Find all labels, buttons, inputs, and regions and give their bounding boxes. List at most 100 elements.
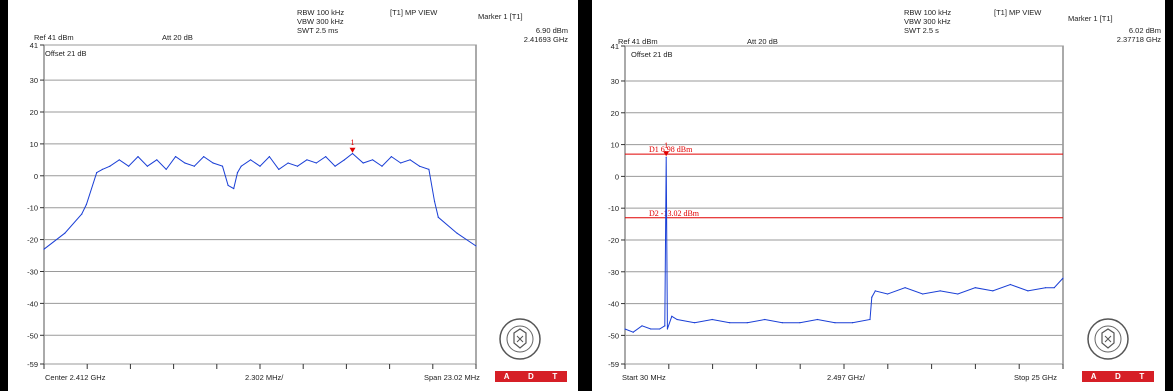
trace-point	[259, 165, 261, 167]
trace-point	[268, 156, 270, 158]
trace-point	[1027, 290, 1029, 292]
y-tick-label: 41	[611, 42, 619, 51]
attenuation-label: Att 20 dB	[162, 33, 193, 42]
trace-point	[278, 168, 280, 171]
trace-point	[799, 322, 801, 324]
trace-point	[343, 159, 346, 161]
plot-frame	[624, 45, 1064, 365]
y-tick-label: 30	[30, 76, 38, 85]
trace-point	[1009, 283, 1011, 286]
trace-point	[939, 290, 941, 292]
center-frequency-label: Center 2.412 GHz	[45, 373, 106, 382]
trace-point	[400, 162, 402, 164]
trace-point	[227, 184, 229, 186]
trace-point	[64, 232, 66, 234]
y-tick-label: -50	[608, 331, 619, 340]
trace-point	[624, 328, 626, 330]
right-spectrum-panel: RBW 100 kHz VBW 300 kHz SWT 2.5 s [T1] M…	[592, 0, 1165, 391]
adt-logo: A D T	[1082, 371, 1154, 382]
trace-point	[371, 159, 374, 161]
y-tick-label: -59	[608, 360, 619, 369]
marker-number: 1	[351, 138, 355, 147]
adt-letter-d: D	[1115, 372, 1122, 381]
right-spectrum-chart: 41 30 20 10 0 -10 -20 -30 -40 -50 -59 D1 6.98 dBm D2…	[608, 42, 1064, 369]
trace-point	[381, 165, 383, 167]
left-spectrum-chart: 41 30 20 10 0 -10 -20 -30 -40 -50 -59 1	[27, 41, 477, 369]
trace-point	[236, 172, 239, 174]
trace-point	[96, 172, 98, 174]
bureau-veritas-seal	[498, 317, 542, 361]
trace-point	[1044, 287, 1047, 289]
y-tick-label: 30	[611, 77, 619, 86]
trace-point	[184, 162, 186, 164]
trace-point	[85, 203, 88, 206]
attenuation-label: Att 20 dB	[747, 37, 778, 46]
trace-point	[433, 200, 436, 202]
marker-number: 1	[664, 141, 668, 150]
spectrum-trace	[624, 157, 1064, 333]
trace-point	[475, 245, 477, 247]
trace-point	[315, 162, 317, 164]
y-tick-label: 10	[611, 141, 619, 150]
trace-point	[296, 165, 299, 167]
trace-point	[250, 159, 252, 161]
trace-point	[641, 325, 643, 327]
trace-point	[764, 318, 766, 321]
trace-point	[428, 168, 430, 171]
y-tick-label: 0	[34, 172, 38, 181]
y-tick-label: -40	[608, 300, 619, 309]
marker-frequency: 2.37718 GHz	[1116, 35, 1161, 44]
trace-point	[165, 168, 167, 171]
marker-title: Marker 1 [T1]	[478, 12, 523, 21]
trace-point	[992, 290, 994, 292]
division-label: 2.497 GHz/	[827, 373, 865, 382]
y-tick-label: -50	[27, 331, 38, 340]
adt-letter-t: T	[552, 372, 559, 381]
trace-point	[325, 156, 327, 158]
trace-point	[137, 156, 139, 158]
marker-title: Marker 1 [T1]	[1068, 14, 1113, 23]
swt-label: SWT 2.5 ms	[297, 26, 339, 35]
trace-point	[851, 322, 854, 324]
rbw-label: RBW 100 kHz	[904, 8, 952, 17]
rbw-label: RBW 100 kHz	[297, 8, 345, 17]
trace-point	[632, 331, 634, 333]
trace-point	[729, 322, 731, 324]
view-label: [T1] MP VIEW	[390, 8, 438, 17]
trace-point	[351, 152, 354, 155]
vbw-label: VBW 300 kHz	[297, 17, 344, 26]
adt-letter-a: A	[503, 372, 511, 381]
trace-point	[212, 162, 214, 164]
y-tick-label: -59	[27, 360, 38, 369]
trace-point	[409, 159, 411, 161]
offset-label: Offset 21 dB	[45, 49, 87, 58]
y-tick-label: 10	[30, 140, 38, 149]
trace-point	[666, 328, 669, 330]
trace-point	[221, 165, 224, 167]
trace-point	[203, 156, 205, 158]
y-tick-label: -10	[608, 204, 619, 213]
trace-point	[128, 165, 130, 167]
trace-point	[711, 318, 713, 321]
trace-point	[650, 328, 652, 330]
y-tick-label: -30	[608, 268, 619, 277]
span-label: Span 23.02 MHz	[424, 373, 480, 382]
stop-frequency-label: Stop 25 GHz	[1014, 373, 1057, 382]
trace-point	[390, 156, 392, 158]
trace-point	[904, 287, 906, 289]
trace-point	[174, 156, 177, 158]
trace-point	[101, 168, 103, 171]
trace-point	[834, 322, 836, 324]
trace-point	[974, 287, 976, 289]
trace-point	[287, 162, 289, 164]
marker-value: 6.90 dBm	[535, 26, 568, 35]
vbw-label: VBW 300 kHz	[904, 17, 951, 26]
trace-point	[43, 248, 45, 250]
ref-level-label: Ref 41 dBm	[618, 37, 658, 46]
trace-point	[871, 296, 873, 298]
trace-point	[456, 232, 458, 234]
reference-line-label: D1 6.98 dBm	[649, 145, 693, 154]
trace-point	[81, 213, 83, 215]
left-spectrum-panel: RBW 100 kHz VBW 300 kHz SWT 2.5 ms [T1] …	[8, 0, 578, 391]
trace-point	[156, 159, 158, 161]
